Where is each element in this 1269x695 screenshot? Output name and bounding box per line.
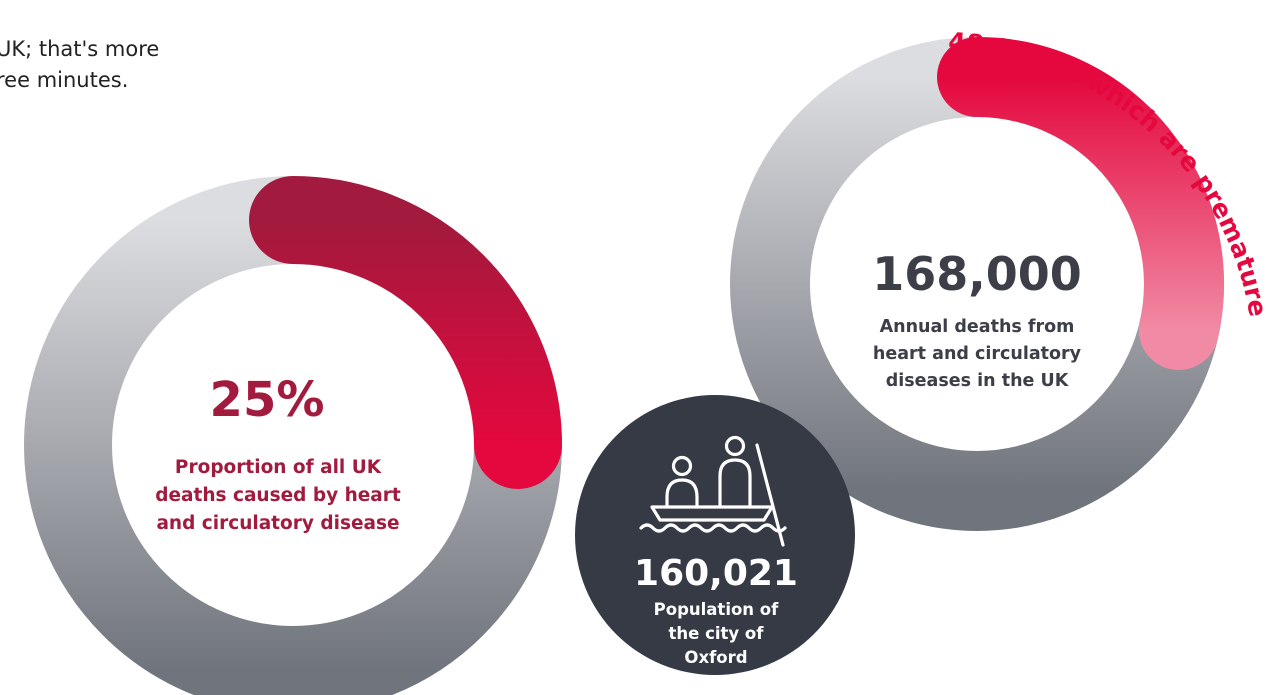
- oxford-value: 160,021: [634, 553, 798, 594]
- intro-text: UK; that's more ree minutes.: [0, 34, 159, 96]
- donut-share-arc: [249, 176, 562, 489]
- donut-deaths-caption-line-1: Annual deaths from: [880, 317, 1075, 337]
- donut-share-caption-line-1: Proportion of all UK: [175, 457, 382, 478]
- donut-chart-annual-deaths: 48,000 of which are premature 168,000 An…: [730, 27, 1269, 531]
- donut-deaths-value: 168,000: [872, 247, 1082, 301]
- oxford-population-stat: 160,021 Population of the city of Oxford: [575, 395, 855, 675]
- donut-deaths-arc: [937, 37, 1224, 371]
- oxford-circle: [575, 395, 855, 675]
- punt-boat-icon: [639, 435, 787, 547]
- donut-deaths-caption-line-3: diseases in the UK: [886, 371, 1070, 391]
- oxford-caption-line-1: Population of: [654, 600, 779, 619]
- donut-share-caption-line-3: and circulatory disease: [156, 513, 399, 534]
- donut-share-caption-line-2: deaths caused by heart: [155, 485, 401, 506]
- donut-share-value: 25%: [210, 372, 325, 428]
- intro-line-2: ree minutes.: [0, 68, 129, 92]
- donut-deaths-caption-line-2: heart and circulatory: [873, 344, 1082, 364]
- oxford-caption-line-2: the city of: [669, 624, 765, 643]
- oxford-caption-line-3: Oxford: [684, 648, 747, 667]
- donut-chart-share: 25% Proportion of all UK deaths caused b…: [24, 176, 562, 695]
- intro-line-1: UK; that's more: [0, 37, 160, 61]
